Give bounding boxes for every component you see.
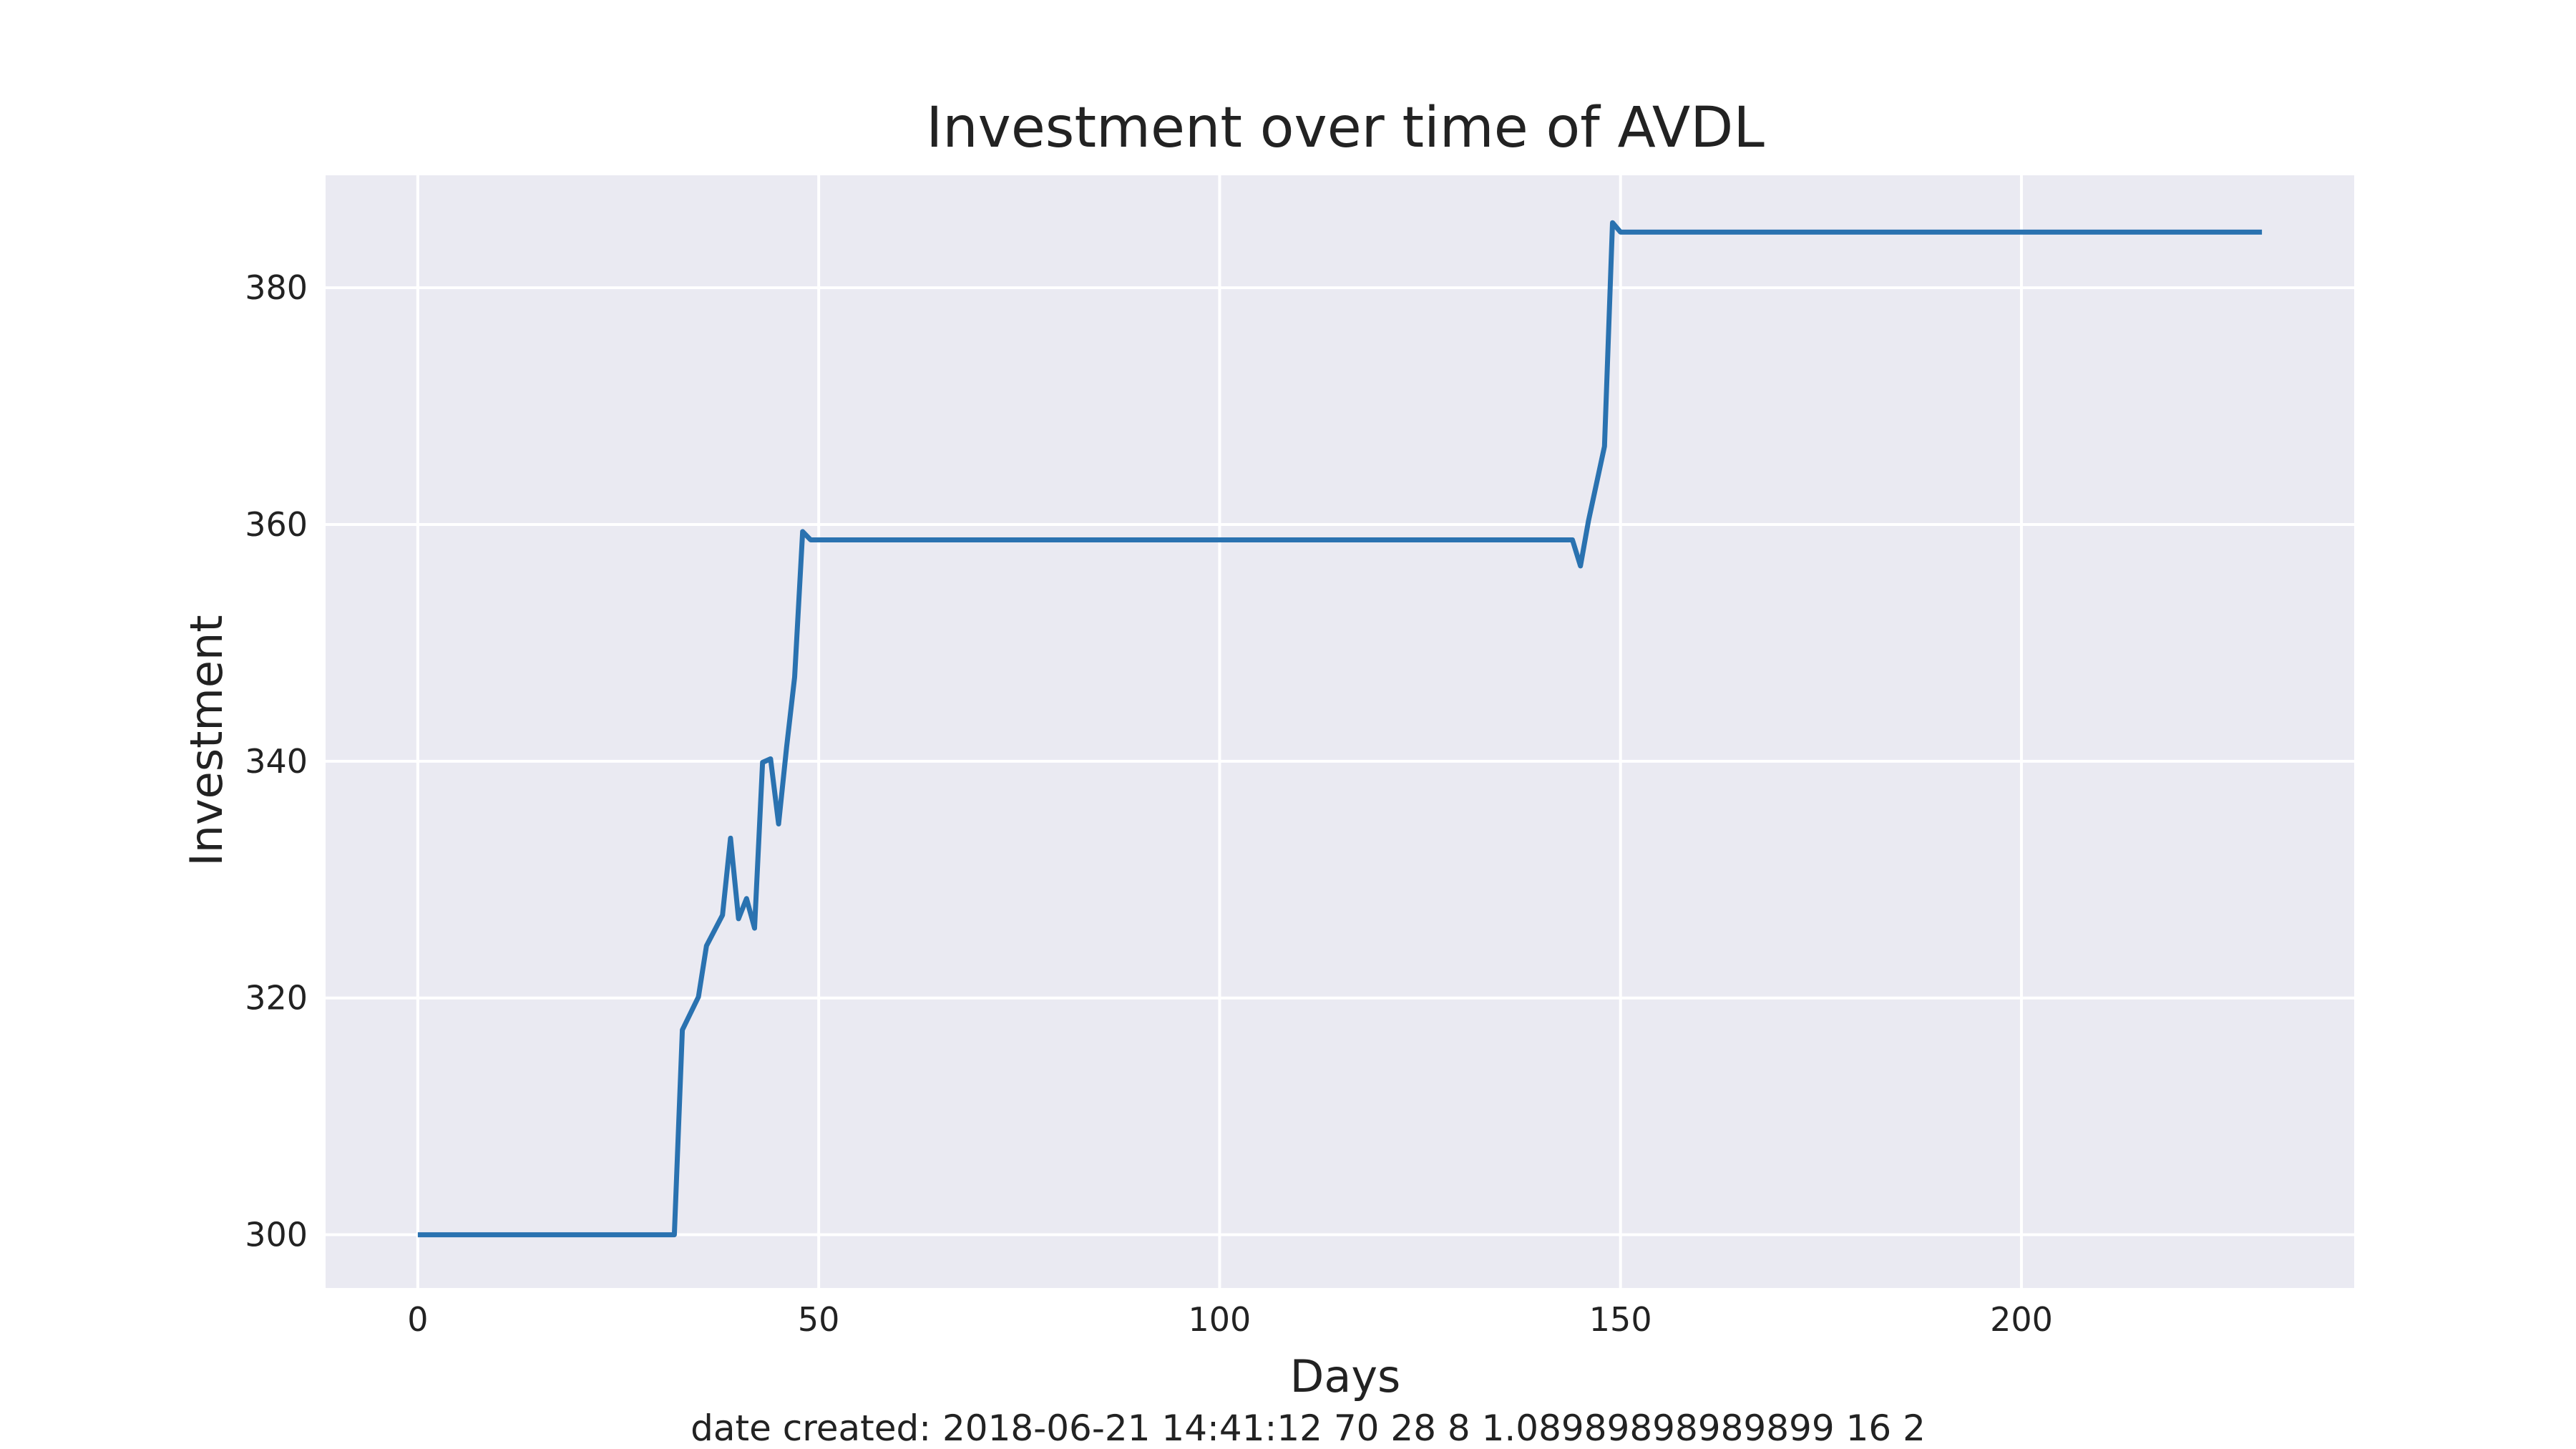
y-tick-label: 300 — [245, 1216, 308, 1254]
x-axis-label: Days — [1290, 1350, 1401, 1402]
y-tick-labels: 300 320 340 360 380 — [245, 268, 308, 1254]
y-axis-label: Investment — [180, 615, 233, 866]
investment-series-line — [417, 220, 2263, 1238]
y-tick-label: 360 — [245, 505, 308, 544]
x-tick-label: 200 — [1990, 1300, 2053, 1339]
plot-area — [326, 175, 2354, 1288]
x-tick-labels: 0 50 100 150 200 — [407, 1300, 2053, 1339]
y-tick-label: 340 — [245, 742, 308, 781]
x-tick-label: 100 — [1189, 1300, 1252, 1339]
chart-title: Investment over time of AVDL — [926, 96, 1765, 160]
y-tick-label: 380 — [245, 268, 308, 307]
series-layer — [417, 220, 2263, 1238]
x-tick-label: 0 — [407, 1300, 428, 1339]
y-tick-label: 320 — [245, 979, 308, 1018]
x-tick-label: 50 — [798, 1300, 840, 1339]
footer-date-created: date created: 2018-06-21 14:41:12 70 28 … — [691, 1407, 1926, 1449]
x-tick-label: 150 — [1589, 1300, 1652, 1339]
